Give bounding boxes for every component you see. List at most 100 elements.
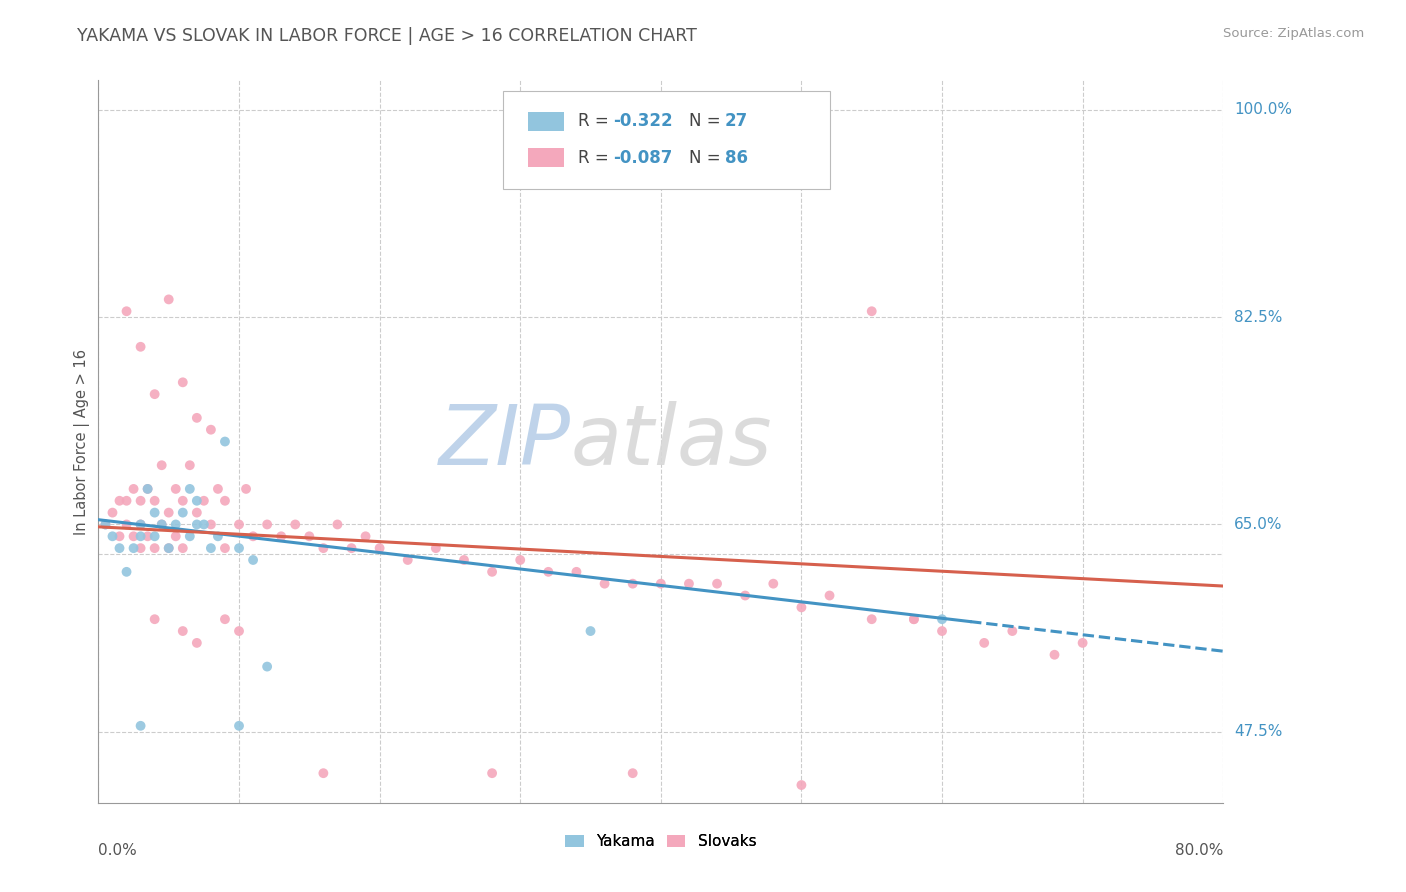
Point: [172, 624, 194, 638]
Point: [214, 541, 236, 556]
Point: [425, 541, 447, 556]
Text: 82.5%: 82.5%: [1234, 310, 1282, 325]
Point: [931, 612, 953, 626]
Point: [157, 541, 180, 556]
Point: [129, 517, 152, 532]
Point: [235, 482, 257, 496]
Point: [122, 482, 145, 496]
Point: [207, 529, 229, 543]
Point: [172, 376, 194, 390]
Point: [186, 493, 208, 508]
Point: [200, 423, 222, 437]
Point: [565, 565, 588, 579]
Point: [860, 612, 883, 626]
Text: R =: R =: [578, 112, 613, 130]
Point: [143, 506, 166, 520]
Point: [312, 766, 335, 780]
Point: [129, 340, 152, 354]
Point: [790, 778, 813, 792]
Point: [186, 636, 208, 650]
Point: [193, 493, 215, 508]
Point: [129, 541, 152, 556]
Point: [207, 482, 229, 496]
Point: [326, 517, 349, 532]
Point: [340, 541, 363, 556]
Point: [108, 541, 131, 556]
Point: [818, 589, 841, 603]
Point: [94, 517, 117, 532]
Point: [228, 624, 250, 638]
Point: [129, 517, 152, 532]
Point: [157, 541, 180, 556]
Point: [228, 719, 250, 733]
Text: atlas: atlas: [571, 401, 772, 482]
Point: [1043, 648, 1066, 662]
Point: [579, 624, 602, 638]
Point: [200, 541, 222, 556]
Text: ZIP: ZIP: [439, 401, 571, 482]
Point: [101, 529, 124, 543]
Point: [115, 304, 138, 318]
Point: [129, 493, 152, 508]
Point: [368, 541, 391, 556]
Point: [129, 529, 152, 543]
FancyBboxPatch shape: [503, 91, 830, 189]
Point: [172, 493, 194, 508]
Text: 65.0%: 65.0%: [1234, 517, 1282, 532]
Text: 0.0%: 0.0%: [98, 843, 138, 857]
Point: [115, 565, 138, 579]
FancyBboxPatch shape: [529, 112, 564, 131]
Text: 27: 27: [725, 112, 748, 130]
Point: [179, 458, 201, 473]
Point: [256, 517, 278, 532]
Point: [101, 506, 124, 520]
Point: [143, 387, 166, 401]
Y-axis label: In Labor Force | Age > 16: In Labor Force | Age > 16: [75, 349, 90, 534]
Point: [284, 517, 307, 532]
Text: 100.0%: 100.0%: [1234, 103, 1292, 118]
Point: [256, 659, 278, 673]
Point: [1001, 624, 1024, 638]
Point: [214, 493, 236, 508]
Point: [165, 529, 187, 543]
Point: [354, 529, 377, 543]
Text: N =: N =: [689, 112, 725, 130]
Point: [242, 529, 264, 543]
Point: [193, 517, 215, 532]
Point: [143, 529, 166, 543]
Point: [186, 506, 208, 520]
Point: [509, 553, 531, 567]
Point: [242, 553, 264, 567]
Point: [396, 553, 419, 567]
Text: -0.322: -0.322: [613, 112, 673, 130]
Point: [621, 576, 644, 591]
Point: [129, 719, 152, 733]
Point: [481, 565, 503, 579]
Point: [165, 482, 187, 496]
Point: [108, 529, 131, 543]
Point: [172, 506, 194, 520]
Point: [762, 576, 785, 591]
Point: [481, 766, 503, 780]
Point: [136, 529, 159, 543]
Point: [453, 553, 475, 567]
Point: [931, 624, 953, 638]
Point: [179, 482, 201, 496]
Point: [537, 565, 560, 579]
Point: [973, 636, 995, 650]
Point: [1071, 636, 1094, 650]
Point: [228, 541, 250, 556]
Point: [228, 517, 250, 532]
Point: [122, 529, 145, 543]
Point: [270, 529, 292, 543]
Text: -0.087: -0.087: [613, 149, 673, 167]
FancyBboxPatch shape: [529, 148, 564, 167]
Point: [150, 517, 173, 532]
Text: YAKAMA VS SLOVAK IN LABOR FORCE | AGE > 16 CORRELATION CHART: YAKAMA VS SLOVAK IN LABOR FORCE | AGE > …: [77, 27, 697, 45]
Point: [678, 576, 700, 591]
Text: R =: R =: [578, 149, 613, 167]
Text: 86: 86: [725, 149, 748, 167]
Point: [903, 612, 925, 626]
Point: [706, 576, 728, 591]
Point: [214, 434, 236, 449]
